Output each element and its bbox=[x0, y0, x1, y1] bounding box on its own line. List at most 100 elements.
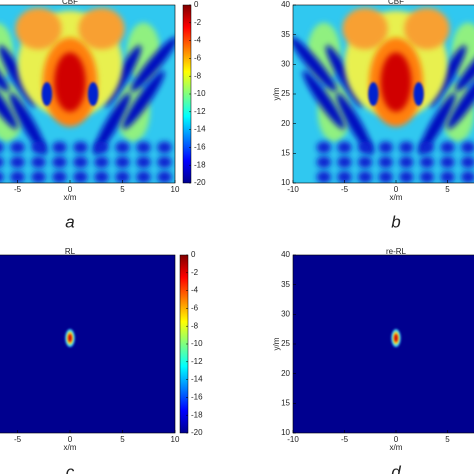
colorbar-tick-label: -18 bbox=[194, 160, 206, 169]
intensity-blob bbox=[440, 156, 455, 169]
heatmap bbox=[0, 255, 175, 433]
colorbar-tick-label: -6 bbox=[194, 54, 202, 63]
intensity-blob bbox=[73, 156, 88, 169]
intensity-blob bbox=[399, 156, 414, 169]
y-tick-label: 25 bbox=[281, 89, 290, 98]
intensity-blob bbox=[73, 171, 88, 183]
colorbar-tick-label: -8 bbox=[194, 71, 202, 80]
x-tick-label: 0 bbox=[394, 185, 399, 194]
y-tick-label: 10 bbox=[281, 178, 290, 187]
intensity-blob bbox=[413, 82, 424, 106]
colorbar-tick-label: -12 bbox=[194, 107, 206, 116]
colorbar-tick-label: -20 bbox=[191, 428, 203, 437]
intensity-blob bbox=[10, 141, 25, 154]
intensity-blob bbox=[380, 52, 412, 112]
y-tick-label: 25 bbox=[281, 339, 290, 348]
intensity-blob bbox=[94, 156, 109, 169]
intensity-blob bbox=[136, 141, 151, 154]
x-tick-label: 5 bbox=[120, 435, 125, 444]
x-axis-label: x/m bbox=[64, 193, 77, 202]
intensity-blob bbox=[52, 156, 67, 169]
intensity-blob bbox=[460, 171, 474, 183]
intensity-blob bbox=[41, 82, 53, 106]
intensity-blob bbox=[68, 333, 72, 343]
intensity-blob bbox=[399, 141, 414, 154]
intensity-blob bbox=[31, 141, 46, 154]
intensity-blob bbox=[31, 156, 46, 169]
intensity-blob bbox=[302, 70, 345, 130]
intensity-blob bbox=[157, 141, 172, 154]
y-tick-label: 20 bbox=[281, 119, 290, 128]
y-tick-label: 35 bbox=[281, 280, 290, 289]
colorbar-tick-label: 0 bbox=[191, 250, 196, 259]
y-tick-label: 10 bbox=[281, 428, 290, 437]
x-tick-label: 0 bbox=[394, 435, 399, 444]
intensity-blob bbox=[418, 92, 456, 155]
intensity-blob bbox=[78, 7, 125, 50]
heatmap bbox=[0, 5, 175, 183]
chart-title: CBF bbox=[62, 0, 78, 6]
y-axis-label: y/m bbox=[272, 337, 281, 350]
y-tick-label: 30 bbox=[281, 59, 290, 68]
intensity-blob bbox=[455, 36, 474, 92]
intensity-blob bbox=[378, 156, 393, 169]
intensity-blob bbox=[0, 142, 4, 153]
colorbar-tick-label: 0 bbox=[194, 0, 199, 9]
x-axis-label: x/m bbox=[390, 443, 403, 452]
intensity-blob bbox=[115, 141, 130, 154]
y-tick-label: 40 bbox=[281, 0, 290, 9]
intensity-blob bbox=[460, 141, 474, 154]
colorbar-tick-label: -10 bbox=[194, 89, 206, 98]
intensity-blob bbox=[115, 156, 130, 169]
x-tick-label: 0 bbox=[68, 435, 73, 444]
intensity-blob bbox=[115, 171, 130, 183]
intensity-blob bbox=[130, 36, 175, 92]
intensity-blob bbox=[394, 333, 398, 343]
panel-caption: b bbox=[391, 212, 400, 231]
intensity-blob bbox=[293, 36, 337, 92]
panel-caption: c bbox=[66, 462, 75, 474]
intensity-blob bbox=[357, 171, 373, 183]
y-tick-label: 40 bbox=[281, 250, 290, 259]
intensity-blob bbox=[31, 171, 46, 183]
intensity-blob bbox=[157, 171, 172, 183]
intensity-blob bbox=[316, 156, 332, 169]
chart-title: re-RL bbox=[386, 247, 407, 256]
y-tick-label: 35 bbox=[281, 30, 290, 39]
y-tick-label: 20 bbox=[281, 369, 290, 378]
intensity-blob bbox=[447, 70, 474, 130]
x-tick-label: -5 bbox=[14, 185, 22, 194]
colorbar-tick-label: -6 bbox=[191, 304, 199, 313]
intensity-blob bbox=[399, 171, 414, 183]
colorbar-tick-label: -2 bbox=[191, 268, 199, 277]
intensity-blob bbox=[368, 82, 379, 106]
intensity-blob bbox=[94, 171, 109, 183]
intensity-blob bbox=[316, 171, 332, 183]
colorbar-tick-label: -2 bbox=[194, 18, 202, 27]
colorbar-tick-label: -10 bbox=[191, 339, 203, 348]
x-tick-label: -5 bbox=[341, 185, 349, 194]
colorbar-tick-label: -4 bbox=[191, 286, 199, 295]
intensity-blob bbox=[336, 92, 374, 155]
intensity-blob bbox=[419, 156, 435, 169]
intensity-blob bbox=[87, 82, 99, 106]
x-tick-label: -5 bbox=[341, 435, 349, 444]
intensity-blob bbox=[0, 157, 4, 168]
intensity-blob bbox=[0, 70, 18, 130]
chart-title: CBF bbox=[388, 0, 404, 6]
y-axis-label: y/m bbox=[272, 87, 281, 100]
colorbar-tick-label: -4 bbox=[194, 36, 202, 45]
intensity-blob bbox=[54, 52, 86, 112]
intensity-blob bbox=[9, 92, 47, 155]
x-tick-label: 0 bbox=[68, 185, 73, 194]
colorbar-tick-label: -18 bbox=[191, 410, 203, 419]
intensity-blob bbox=[419, 171, 435, 183]
colorbar-tick-label: -14 bbox=[194, 125, 206, 134]
intensity-blob bbox=[52, 171, 67, 183]
colorbar-tick-label: -12 bbox=[191, 357, 203, 366]
x-tick-label: -10 bbox=[287, 185, 299, 194]
intensity-blob bbox=[10, 171, 25, 183]
colorbar-tick-label: -16 bbox=[191, 393, 203, 402]
intensity-blob bbox=[357, 156, 373, 169]
